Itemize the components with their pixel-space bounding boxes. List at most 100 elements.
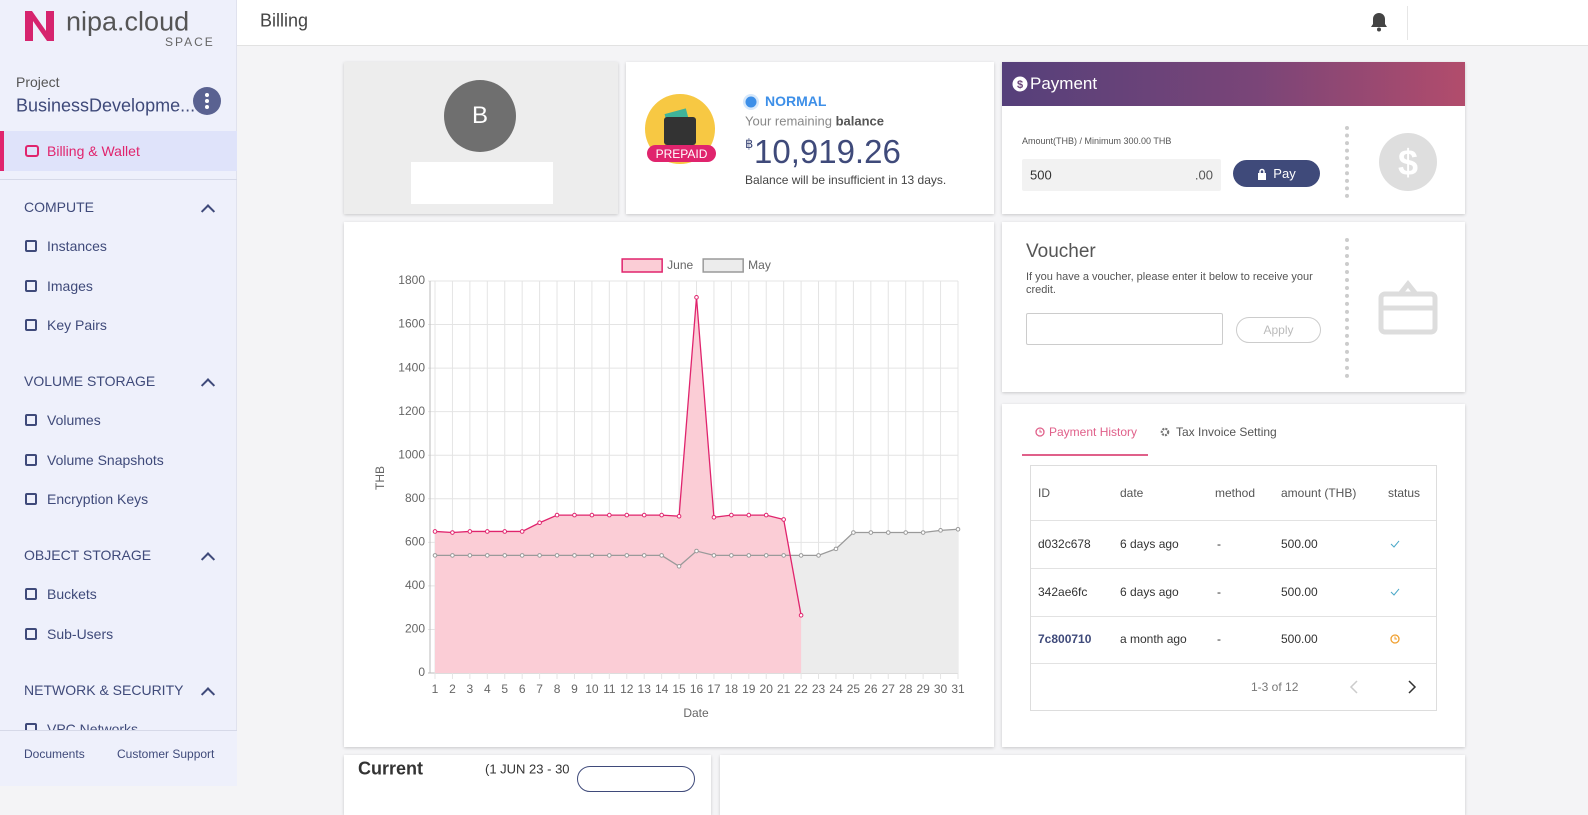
nav-item[interactable]: Images [47,277,93,294]
data-point [955,526,961,532]
x-tick-label: 2 [449,682,456,696]
tab-active[interactable]: Payment History [1049,425,1138,439]
x-tick-label: 22 [794,682,808,696]
cell-id-link[interactable]: 7c800710 [1038,632,1092,646]
chevron[interactable] [200,686,216,701]
bell-icon[interactable] [1370,12,1388,32]
amount-input[interactable]: 500 .00 [1022,159,1221,191]
x-tick-label: 4 [484,682,491,696]
footer-link[interactable]: Customer Support [117,747,215,761]
currency: ฿ [745,136,754,151]
chart: THB Date 0200400600800100012001400160018… [373,258,965,720]
voucher-input[interactable] [1026,313,1223,345]
pagination: 1-3 of 12 [1251,680,1299,694]
x-tick-label: 19 [742,682,756,696]
x-tick-label: 5 [501,682,508,696]
data-point [798,553,804,558]
amount-value: 500 [1030,167,1052,183]
data-point [485,553,490,558]
x-tick-label: 23 [812,682,826,696]
data-point [554,512,560,518]
next-page[interactable] [1407,680,1417,694]
nav-item[interactable]: Buckets [47,586,97,602]
data-point [938,528,943,533]
section-title[interactable]: COMPUTE [24,199,94,215]
amount-label: Amount(THB) / Minimum 300.00 THB [1022,136,1172,146]
y-tick-label: 1000 [398,447,425,461]
apply-button[interactable]: Apply [1236,317,1321,343]
nav-item[interactable]: Instances [47,238,107,254]
nav-active[interactable]: Billing & Wallet [0,131,237,171]
column-header: date [1120,486,1144,500]
data-point [485,529,490,534]
tab[interactable]: Tax Invoice Setting [1176,425,1277,439]
y-tick-label: 800 [405,491,425,505]
data-point [711,514,717,520]
data-point [519,553,525,558]
y-axis-label: THB [373,466,387,490]
section-title[interactable]: VOLUME STORAGE [24,373,156,389]
y-tick-label: 1400 [398,360,425,374]
summary-button[interactable] [577,766,695,792]
x-tick-label: 7 [536,682,543,696]
footer-link[interactable]: Documents [24,747,85,761]
status-success [1390,540,1400,548]
x-tick-label: 3 [467,682,474,696]
data-point [641,512,647,518]
profile-card: B [344,62,618,214]
row-divider [1031,663,1436,664]
cell-amount: 500.00 [1281,632,1318,646]
nav-item[interactable]: Key Pairs [47,317,107,333]
data-point [450,553,455,558]
project-name[interactable]: BusinessDevelopme... [16,95,196,116]
amount-decimals: .00 [1194,167,1213,183]
column-header: method [1215,486,1256,500]
nav-item[interactable]: Sub-Users [47,625,114,642]
x-tick-label: 25 [847,682,861,696]
nav-item[interactable]: VPC Networks [47,720,139,731]
prev-page[interactable] [1349,680,1359,694]
brand-sub: SPACE [165,35,215,49]
cell-date: 6 days ago [1120,537,1179,551]
nav-icon [25,145,39,157]
cell-id: 342ae6fc [1038,585,1088,599]
data-point [432,529,438,534]
x-tick-label: 8 [554,682,561,696]
data-point [502,529,508,534]
data-point [781,553,786,558]
data-point [624,553,630,558]
x-tick-label: 21 [777,682,791,696]
row-divider [1031,568,1436,569]
data-point [659,512,664,518]
nav-item[interactable]: Volumes [47,412,101,428]
column-header: amount (THB) [1281,486,1357,500]
section-title[interactable]: NETWORK & SECURITY [24,681,184,698]
nav-icon [25,414,37,426]
data-point [519,529,525,534]
y-tick-label: 200 [405,622,425,636]
chevron[interactable] [200,552,216,567]
nav-icon [25,319,37,331]
balance-note: Balance will be insufficient in 13 days. [745,173,947,187]
x-tick-label: 31 [951,682,965,696]
x-tick-label: 16 [690,682,704,696]
section-title[interactable]: OBJECT STORAGE [24,547,152,563]
y-tick-label: 1600 [398,317,425,331]
chart-card: THB Date 0 200 400 600 800 1000 1200 1400 1600 18… [344,222,994,747]
gift-icon [1378,280,1438,335]
pay-button[interactable]: Pay [1233,160,1320,187]
chevron[interactable] [200,204,216,219]
nav-item[interactable]: Encryption Keys [47,491,149,507]
y-tick-label: 600 [405,535,425,549]
legend-label: June [667,258,693,272]
prepaid-badge: PREPAID [647,145,716,162]
chevron[interactable] [200,378,216,393]
data-point [554,553,560,558]
data-point [763,553,769,558]
project-menu[interactable] [193,87,221,115]
header-title: Billing [260,10,309,31]
x-tick-label: 1 [432,682,439,696]
nav-item[interactable]: Volume Snapshots [47,451,164,468]
summary-period: (1 JUN 23 - 30 [485,761,570,777]
